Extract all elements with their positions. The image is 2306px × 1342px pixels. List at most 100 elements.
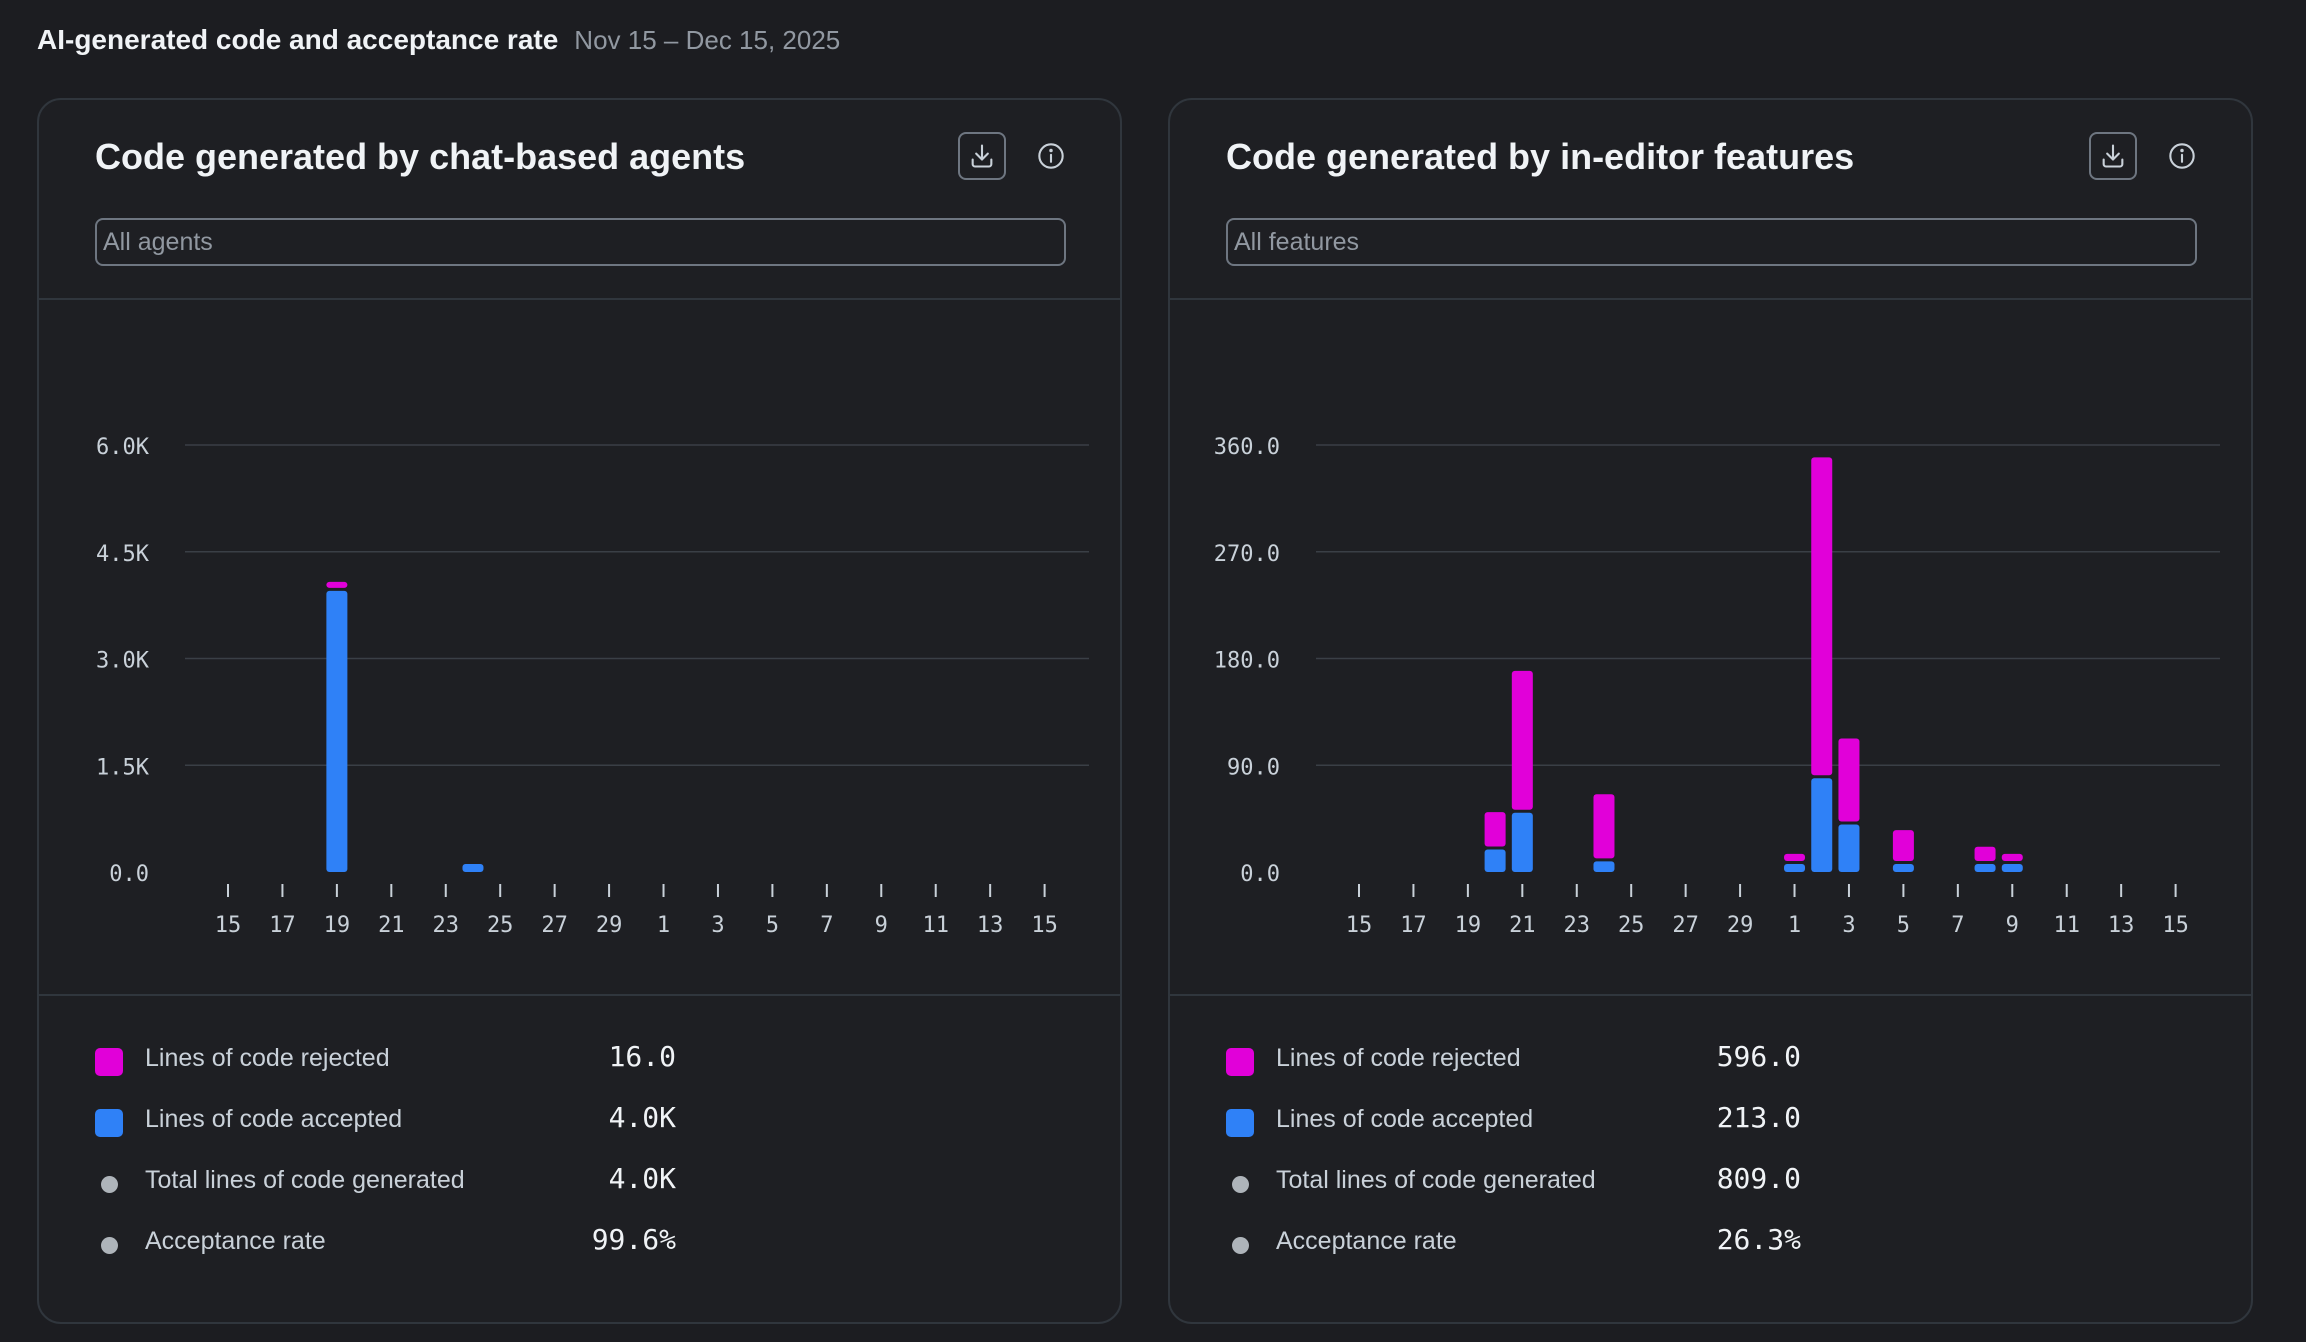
chat-agents-panel: Code generated by chat-based agents 0.0 1… [37,98,1122,1324]
accepted-swatch [1226,1109,1254,1137]
panel-title: Code generated by chat-based agents [95,136,746,177]
x-tick-label: 1 [657,913,670,938]
bar-rejected [2001,853,2023,861]
bar-rejected [1974,846,1996,861]
bar-rejected [1511,670,1533,810]
info-icon[interactable] [2168,142,2196,170]
y-tick-label: 360.0 [1214,435,1280,460]
y-tick-label: 1.5K [96,755,150,780]
accepted-swatch [95,1109,123,1137]
legend-accepted: Lines of code accepted 4.0K [95,1101,676,1162]
x-tick-label: 15 [1031,913,1058,938]
legend-rejected: Lines of code rejected 596.0 [1226,1040,1801,1101]
legend-value: 26.3% [1716,1223,1801,1256]
total-dot [1232,1176,1249,1193]
legend-value: 16.0 [608,1040,676,1073]
bar-accepted [1511,812,1533,872]
legend-value: 99.6% [591,1223,676,1256]
bar-accepted [1838,824,1860,872]
x-tick-label: 13 [2108,913,2135,938]
chart-legend: Lines of code rejected 16.0 Lines of cod… [95,1040,676,1284]
legend-label: Lines of code accepted [1276,1105,1534,1133]
rejected-swatch [95,1048,123,1076]
chart-legend: Lines of code rejected 596.0 Lines of co… [1226,1040,1801,1284]
legend-label: Total lines of code generated [1276,1166,1596,1194]
bar-accepted [1892,864,1914,872]
x-tick-label: 11 [2053,913,2080,938]
legend-accepted: Lines of code accepted 213.0 [1226,1101,1801,1162]
legend-total: Total lines of code generated 4.0K [95,1162,676,1223]
x-tick-label: 23 [433,913,460,938]
bar-accepted [1784,864,1806,872]
download-icon [971,144,993,168]
legend-value: 213.0 [1716,1101,1801,1134]
x-tick-label: 25 [487,913,514,938]
x-tick-label: 23 [1564,913,1591,938]
legend-total: Total lines of code generated 809.0 [1226,1162,1801,1223]
bar-accepted [1484,849,1506,872]
x-tick-label: 27 [541,913,568,938]
x-tick-label: 3 [1842,913,1855,938]
legend-label: Total lines of code generated [145,1166,465,1194]
bar-rejected [1784,853,1806,861]
legend-value: 4.0K [608,1162,676,1195]
x-tick-label: 27 [1672,913,1699,938]
bar-rejected [326,581,348,588]
bar-rejected [1838,738,1860,822]
x-tick-label: 15 [1346,913,1373,938]
bar-accepted [326,590,348,872]
x-tick-label: 15 [215,913,242,938]
legend-rate: Acceptance rate 26.3% [1226,1223,1801,1284]
divider [39,994,1120,996]
legend-value: 4.0K [608,1101,676,1134]
x-tick-label: 9 [875,913,888,938]
y-tick-label: 0.0 [1240,862,1280,887]
y-tick-label: 6.0K [96,435,150,460]
divider [1170,298,2251,300]
x-tick-label: 15 [2162,913,2189,938]
divider [39,298,1120,300]
x-tick-label: 19 [1455,913,1482,938]
x-tick-label: 21 [1509,913,1536,938]
y-tick-label: 90.0 [1227,755,1280,780]
legend-label: Lines of code rejected [145,1044,390,1072]
panel-title: Code generated by in-editor features [1226,136,1855,177]
x-tick-label: 29 [596,913,623,938]
bar-accepted [1593,861,1615,872]
x-tick-label: 21 [378,913,405,938]
total-dot [101,1176,118,1193]
section-title: AI-generated code and acceptance rate [37,24,559,55]
y-tick-label: 180.0 [1214,649,1280,674]
download-button[interactable] [2089,132,2137,180]
y-tick-label: 3.0K [96,649,150,674]
date-range: Nov 15 – Dec 15, 2025 [574,25,841,55]
x-tick-label: 5 [1897,913,1910,938]
x-tick-label: 7 [820,913,833,938]
x-tick-label: 19 [324,913,351,938]
x-tick-label: 17 [269,913,296,938]
rejected-swatch [1226,1048,1254,1076]
rate-dot [1232,1237,1249,1254]
legend-label: Lines of code rejected [1276,1044,1521,1072]
legend-rejected: Lines of code rejected 16.0 [95,1040,676,1101]
x-tick-label: 29 [1727,913,1754,938]
legend-label: Acceptance rate [145,1227,326,1255]
bar-rejected [1484,812,1506,847]
section-header: AI-generated code and acceptance rate No… [37,24,840,56]
bar-rejected [1593,794,1615,859]
bar-rejected [1811,457,1833,776]
y-tick-label: 0.0 [109,862,149,887]
features-filter-input[interactable] [1226,218,2197,266]
bar-accepted [1974,864,1996,872]
agents-filter-input[interactable] [95,218,1066,266]
rate-dot [101,1237,118,1254]
download-button[interactable] [958,132,1006,180]
x-tick-label: 5 [766,913,779,938]
bar-accepted [462,864,484,872]
x-tick-label: 13 [977,913,1004,938]
x-tick-label: 17 [1400,913,1427,938]
info-icon[interactable] [1037,142,1065,170]
x-tick-label: 7 [1951,913,1964,938]
